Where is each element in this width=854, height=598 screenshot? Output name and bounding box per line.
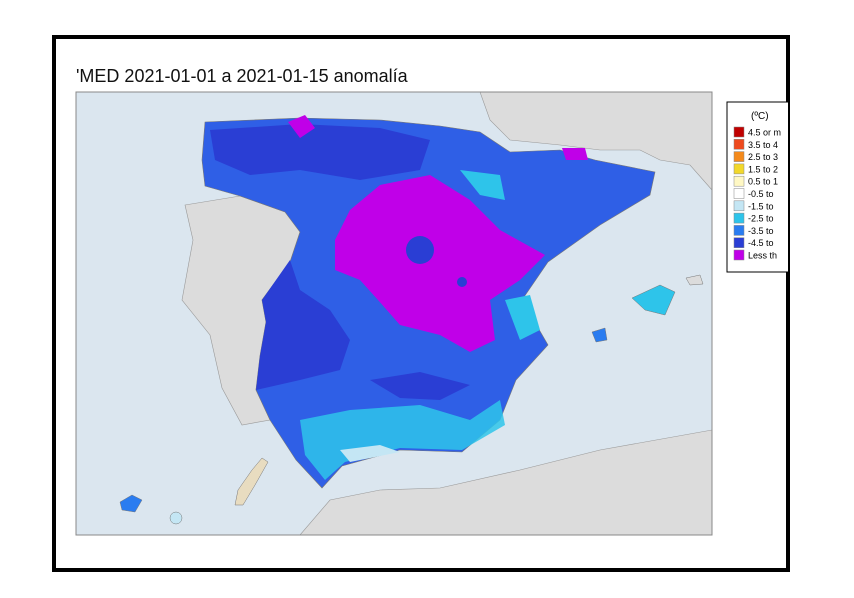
region-dark xyxy=(256,260,350,390)
region-purple xyxy=(288,115,315,138)
africa xyxy=(299,429,712,535)
legend-unit: (ºC) xyxy=(751,111,769,122)
france xyxy=(479,92,712,191)
region-cyan xyxy=(460,170,505,200)
legend-label: -2.5 to xyxy=(748,214,774,224)
legend-label: -3.5 to xyxy=(748,226,774,236)
legend-label: -0.5 to xyxy=(748,189,774,199)
region-purple xyxy=(562,148,588,160)
legend-swatch xyxy=(733,151,745,162)
legend-swatch xyxy=(733,249,745,261)
region-light xyxy=(340,445,400,462)
frame xyxy=(52,35,790,572)
canary-islands xyxy=(119,494,143,513)
canary-islands xyxy=(169,511,183,525)
canary-islands xyxy=(234,457,269,506)
legend-swatch xyxy=(733,225,745,236)
legend-swatch xyxy=(733,163,745,175)
legend-swatch xyxy=(733,175,745,187)
legend-label: 4.5 or m xyxy=(748,128,781,138)
map-border xyxy=(75,91,713,536)
legend-label: -4.5 to xyxy=(748,238,774,248)
legend-swatch xyxy=(733,200,745,212)
legend-swatch xyxy=(733,188,745,199)
balearic-islands xyxy=(685,274,704,286)
balearic-islands xyxy=(631,284,676,316)
legend-label: Less th xyxy=(748,251,777,261)
legend: (ºC) 4.5 or m 3.5 to 4 2.5 to 3 1.5 to 2 0.5… xyxy=(726,101,788,273)
region-purple xyxy=(335,175,545,352)
legend-swatch xyxy=(733,237,745,248)
region-dark xyxy=(457,277,467,287)
legend-swatch xyxy=(733,139,745,150)
balearic-islands xyxy=(591,327,608,343)
region-dark xyxy=(370,372,470,400)
legend-swatch xyxy=(733,212,745,224)
region-cyan xyxy=(505,295,540,340)
region-dark xyxy=(406,236,434,264)
map-title: 'MED 2021-01-01 a 2021-01-15 anomalía xyxy=(76,66,409,86)
legend-label: 3.5 to 4 xyxy=(748,140,778,150)
legend-label: 2.5 to 3 xyxy=(748,152,778,162)
map xyxy=(76,92,712,535)
legend-swatch xyxy=(733,126,745,138)
legend-label: 1.5 to 2 xyxy=(748,164,778,174)
legend-label: 0.5 to 1 xyxy=(748,177,778,187)
legend-label: -1.5 to xyxy=(748,201,774,211)
region-dark xyxy=(210,124,430,180)
